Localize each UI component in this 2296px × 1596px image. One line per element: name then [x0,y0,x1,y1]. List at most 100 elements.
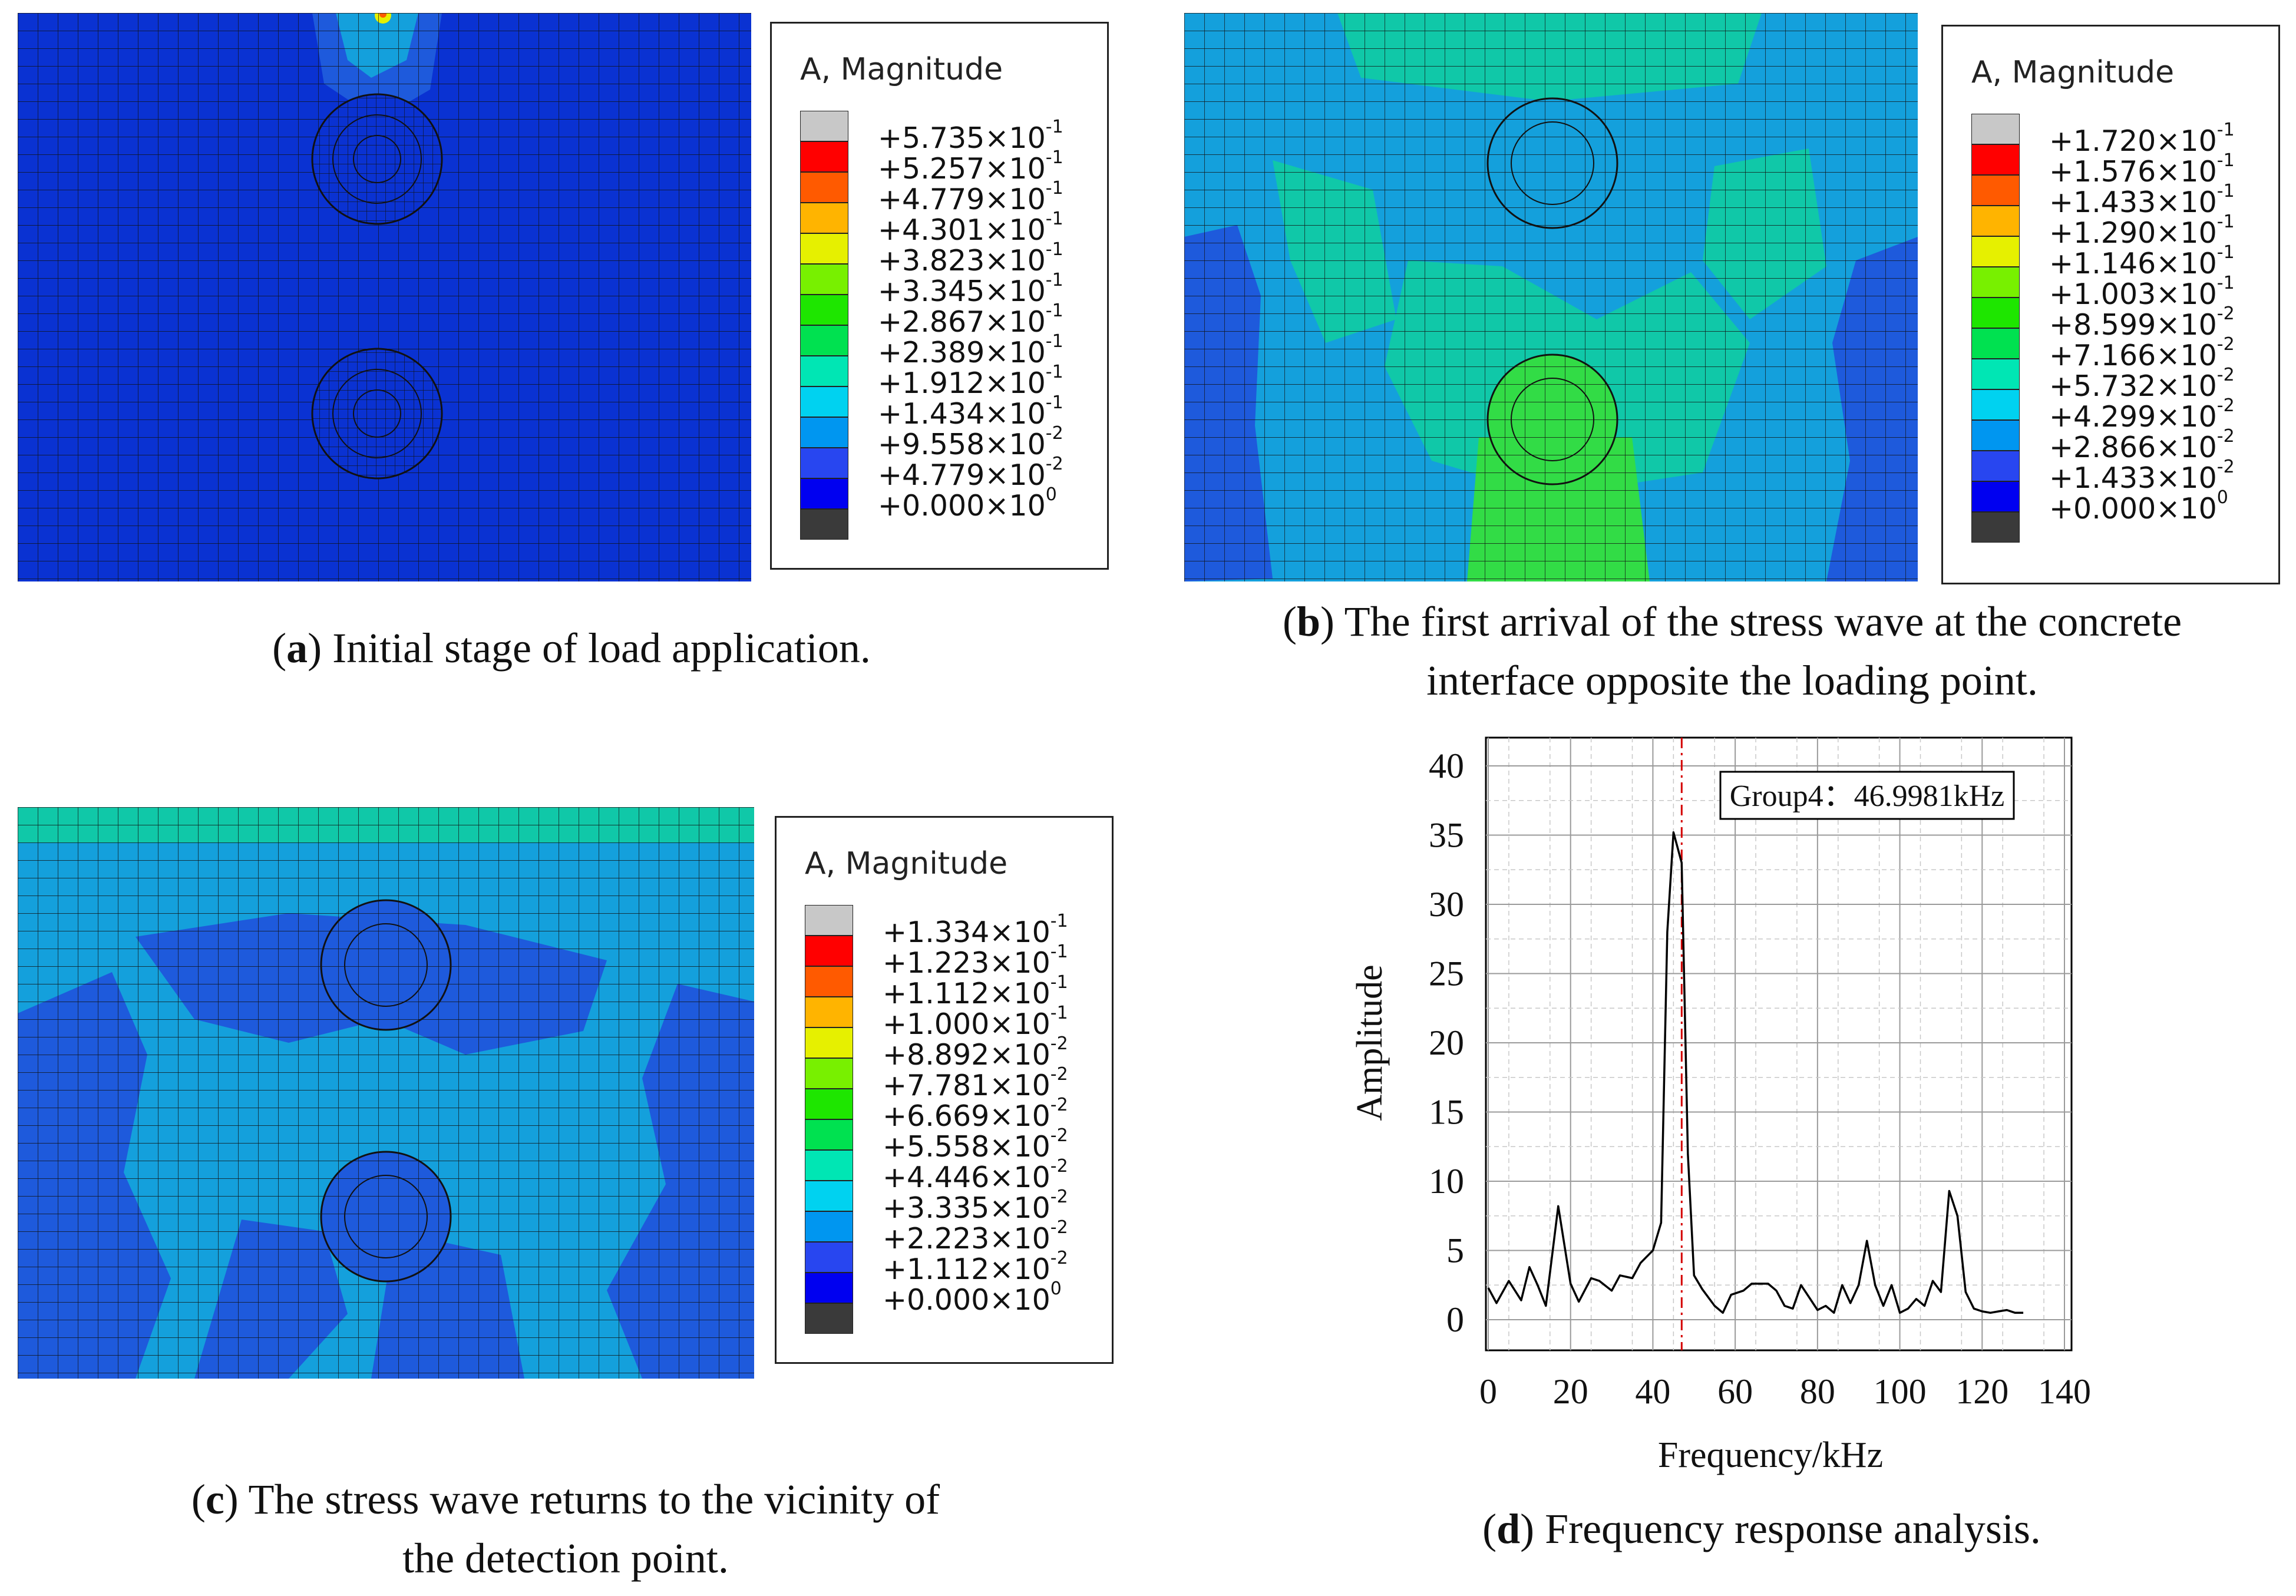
legend-swatch [805,1181,853,1211]
legend-value: +5.257×10-1 [878,147,1063,186]
legend-swatch [1971,328,2020,359]
legend-value: +4.446×10-2 [883,1156,1068,1195]
x-tick-label: 40 [1635,1372,1670,1411]
legend-value: +1.223×10-1 [883,941,1068,980]
legend-value: +3.345×10-1 [878,270,1063,309]
contour-plot-b [1184,13,1918,581]
legend-swatch [1971,512,2020,543]
caption-c: (c) The stress wave returns to the vicin… [191,1476,940,1582]
legend-value: +5.732×10-2 [2049,365,2235,404]
legend-swatch [1971,175,2020,206]
legend-swatch [800,325,848,356]
y-tick-label: 30 [1429,885,1464,924]
caption-a: (a) Initial stage of load application. [272,624,871,672]
legend-swatch [1971,144,2020,175]
legend-value: +9.558×10-2 [878,423,1063,462]
legend-value: +1.912×10-1 [878,362,1063,401]
caption-letter-b: b [1296,598,1320,645]
legend-swatch [800,172,848,203]
y-tick-label: 25 [1429,954,1464,993]
legend-swatch [800,203,848,233]
legend-value: +3.823×10-1 [878,239,1063,278]
legend-b: A, Magnitude +1.720×10-1 +1.576×10-1 +1.43… [1941,25,2280,584]
legend-value: +4.779×10-2 [878,454,1063,493]
x-tick-label: 100 [1874,1372,1927,1411]
legend-a: A, Magnitude +5.735×10-1 +5.257×10-1 +4.77… [770,22,1109,570]
legend-value: +0.000×100 [878,484,1057,523]
legend-value: +1.433×10-2 [2049,457,2235,495]
legend-value: +1.003×10-1 [2049,273,2235,312]
legend-value: +2.223×10-2 [883,1217,1068,1256]
legend-title-c: A, Magnitude [805,846,1008,881]
legend-value: +5.735×10-1 [878,117,1063,156]
legend-swatch [800,509,848,540]
y-tick-label: 0 [1446,1300,1464,1339]
x-axis-label: Frequency/kHz [1658,1435,1883,1475]
legend-value: +4.301×10-1 [878,209,1063,247]
legend-value: +4.779×10-1 [878,178,1063,217]
legend-swatch [805,1273,853,1303]
x-tick-label: 80 [1800,1372,1835,1411]
legend-swatch [800,141,848,172]
legend-value: +7.166×10-2 [2049,334,2235,373]
legend-swatch [805,1089,853,1119]
legend-value: +2.866×10-2 [2049,426,2235,465]
legend-swatch [805,1058,853,1089]
legend-value: +1.290×10-1 [2049,212,2235,250]
legend-swatch [805,1242,853,1273]
legend-swatch [1971,359,2020,389]
x-tick-label: 140 [2038,1372,2091,1411]
legend-value: +1.434×10-1 [878,392,1063,431]
caption-text-c: The stress wave returns to the vicinity … [248,1476,940,1582]
contour-plot-a [18,13,751,581]
caption-d: (d) Frequency response analysis. [1482,1505,2041,1552]
legend-swatch [805,1027,853,1058]
legend-swatch [805,1211,853,1242]
caption-letter-a: a [286,624,308,672]
legend-title-b: A, Magnitude [1971,55,2175,90]
y-tick-label: 20 [1429,1023,1464,1062]
legend-value: +6.669×10-2 [883,1095,1068,1134]
annotation-text: Group4：46.9981kHz [1730,779,2005,813]
legend-swatch [800,295,848,325]
caption-letter-c: c [205,1476,224,1523]
y-tick-label: 5 [1446,1231,1464,1270]
caption-letter-d: d [1496,1505,1521,1552]
legend-value: +1.720×10-1 [2049,120,2235,158]
legend-value: +2.389×10-1 [878,331,1063,370]
amplitude-series-line [1487,831,2024,1314]
plot-frame [1485,736,2073,1352]
legend-value: +2.867×10-1 [878,300,1063,339]
legend-swatch [1971,267,2020,298]
legend-swatch [1971,481,2020,512]
legend-value: +7.781×10-2 [883,1064,1068,1103]
x-tick-label: 0 [1479,1372,1497,1411]
caption-text-b: The first arrival of the stress wave at … [1344,598,2182,704]
legend-swatch [805,997,853,1027]
legend-value: +0.000×100 [2049,487,2228,526]
legend-swatch [1971,114,2020,144]
legend-value: +1.112×10-1 [883,972,1068,1011]
legend-swatch [805,1303,853,1334]
y-tick-label: 35 [1429,816,1464,855]
legend-swatch [805,905,853,936]
legend-c: A, Magnitude +1.334×10-1 +1.223×10-1 +1.11… [775,816,1114,1364]
caption-text-d: Frequency response analysis. [1545,1505,2041,1552]
legend-swatch [805,936,853,966]
legend-swatch [800,417,848,448]
y-axis-label: Amplitude [1350,964,1390,1121]
x-tick-label: 60 [1717,1372,1753,1411]
legend-swatch [800,478,848,509]
legend-swatch [1971,420,2020,451]
legend-swatch [1971,389,2020,420]
y-tick-label: 10 [1429,1162,1464,1201]
legend-swatch [1971,236,2020,267]
legend-swatch [1971,298,2020,328]
legend-swatch [800,448,848,478]
legend-swatch [800,264,848,295]
legend-swatch [800,111,848,141]
legend-value: +1.112×10-2 [883,1248,1068,1287]
legend-title-a: A, Magnitude [800,52,1003,87]
legend-swatch [800,356,848,386]
legend-value: +0.000×100 [883,1278,1062,1317]
